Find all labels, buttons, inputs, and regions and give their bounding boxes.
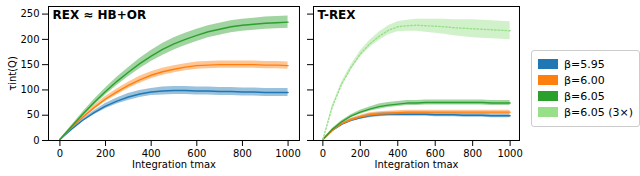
svg-text:0: 0 bbox=[33, 135, 39, 146]
svg-text:0: 0 bbox=[320, 148, 326, 159]
svg-text:Integration tmax: Integration tmax bbox=[375, 159, 459, 170]
svg-text:600: 600 bbox=[426, 148, 445, 159]
svg-text:200: 200 bbox=[20, 34, 39, 45]
svg-text:150: 150 bbox=[20, 59, 39, 70]
svg-text:800: 800 bbox=[233, 148, 252, 159]
svg-text:50: 50 bbox=[27, 109, 40, 120]
svg-text:800: 800 bbox=[463, 148, 482, 159]
svg-text:600: 600 bbox=[187, 148, 206, 159]
svg-text:100: 100 bbox=[20, 84, 39, 95]
html-text:β=6.00: β=6.00 bbox=[564, 73, 605, 87]
svg-text:Integration tmax: Integration tmax bbox=[132, 159, 216, 170]
svg-text:REX ≈ HB+OR: REX ≈ HB+OR bbox=[53, 8, 147, 22]
svg-text:1000: 1000 bbox=[497, 148, 522, 159]
html-text:β=6.05: β=6.05 bbox=[564, 89, 605, 103]
svg-text:400: 400 bbox=[142, 148, 161, 159]
svg-text:200: 200 bbox=[351, 148, 370, 159]
html-text:β=6.05 (3×): β=6.05 (3×) bbox=[564, 105, 633, 119]
svg-text:250: 250 bbox=[20, 8, 39, 19]
svg-text:0: 0 bbox=[57, 148, 63, 159]
svg-text:T-REX: T-REX bbox=[317, 8, 355, 22]
svg-text:400: 400 bbox=[388, 148, 407, 159]
svg-text:200: 200 bbox=[96, 148, 115, 159]
svg-text:1000: 1000 bbox=[275, 148, 300, 159]
svg-text:τint(Q): τint(Q) bbox=[7, 56, 18, 91]
html-text:β=5.95: β=5.95 bbox=[564, 57, 605, 71]
